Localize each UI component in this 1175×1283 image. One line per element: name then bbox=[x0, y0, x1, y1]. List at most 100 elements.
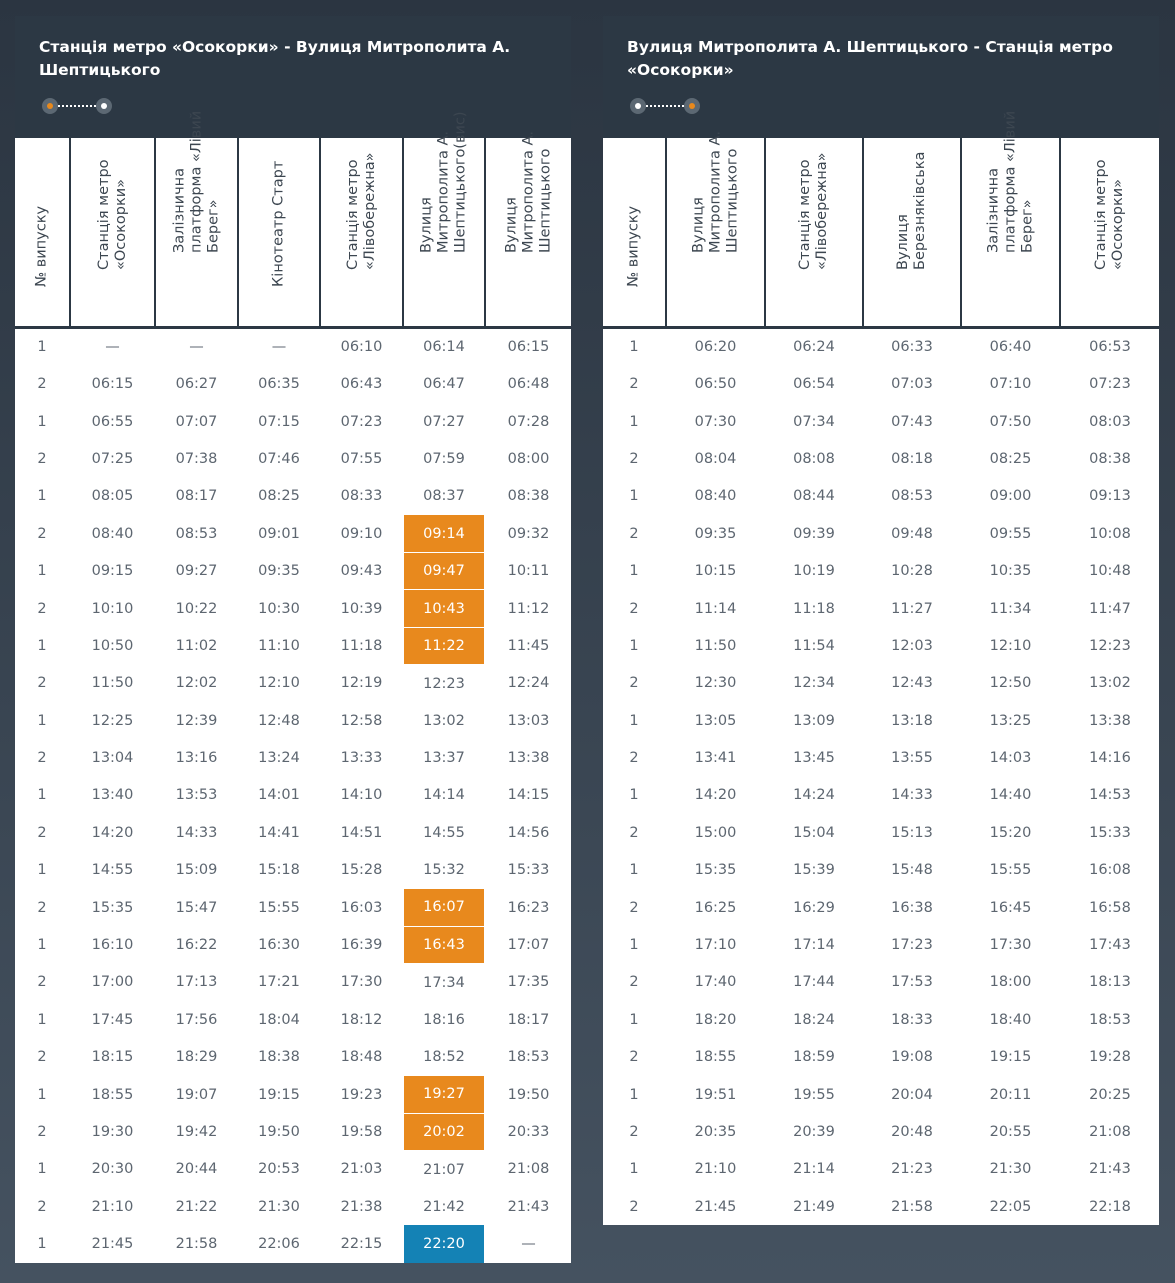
table-row: 1 13:40 13:53 14:01 14:10 14:14 14:15 bbox=[15, 776, 571, 815]
table-row: 2 17:00 17:13 17:21 17:30 17:34 17:35 bbox=[15, 963, 571, 1002]
time-cell: 20:04 bbox=[863, 1075, 962, 1114]
time-cell: 17:00 bbox=[70, 963, 156, 1002]
table-row: 2 08:04 08:08 08:18 08:25 08:38 bbox=[603, 440, 1159, 478]
time-cell: 12:03 bbox=[863, 627, 962, 665]
release-number-cell: 1 bbox=[603, 851, 667, 889]
time-cell: 08:00 bbox=[507, 450, 550, 467]
time-cell: 12:10 bbox=[961, 627, 1061, 665]
time-cell: 13:04 bbox=[70, 739, 156, 777]
column-header-label: Вулиця Митрополита А. Шептицького bbox=[690, 131, 740, 253]
time-cell: 18:16 bbox=[403, 1001, 486, 1039]
time-cell: 16:25 bbox=[666, 888, 766, 927]
release-number-cell: 1 bbox=[15, 402, 71, 441]
release-number-cell: 2 bbox=[15, 739, 71, 777]
time-cell: 13:37 bbox=[403, 739, 486, 777]
time-cell: 21:10 bbox=[666, 1150, 766, 1189]
time-cell: 21:43 bbox=[1089, 1161, 1131, 1178]
time-cell: 11:50 bbox=[666, 627, 766, 665]
time-cell: 20:25 bbox=[1089, 1086, 1131, 1103]
time-cell: 09:47 bbox=[403, 552, 486, 591]
column-header-label: Станція метро «Осокорки» bbox=[95, 159, 129, 270]
time-cell: 21:22 bbox=[155, 1188, 239, 1226]
time-cell: — bbox=[521, 1236, 536, 1253]
time-cell: 08:18 bbox=[863, 440, 962, 478]
time-cell: 20:53 bbox=[238, 1150, 321, 1189]
release-number-cell: 2 bbox=[15, 365, 71, 403]
table-row: 1 21:45 21:58 22:06 22:15 22:20 — bbox=[15, 1225, 571, 1263]
time-cell: 06:33 bbox=[863, 327, 962, 366]
release-number-cell: 2 bbox=[15, 888, 71, 927]
time-cell: 14:10 bbox=[320, 776, 404, 815]
time-cell: 10:43 bbox=[403, 589, 486, 628]
time-cell: 17:44 bbox=[765, 963, 864, 1002]
panel-header: Станція метро «Осокорки» - Вулиця Митроп… bbox=[15, 16, 571, 138]
release-number-cell: 2 bbox=[603, 1113, 667, 1151]
release-number-cell: 1 bbox=[15, 1001, 71, 1039]
time-cell: 17:10 bbox=[666, 926, 766, 964]
release-number-cell: 1 bbox=[15, 627, 71, 665]
column-header-label: Залізнична платформа «Лівий Берег» bbox=[985, 110, 1035, 253]
release-number-cell: 1 bbox=[603, 627, 667, 665]
time-cell: 07:23 bbox=[320, 402, 404, 441]
route-title: Станція метро «Осокорки» - Вулиця Митроп… bbox=[39, 38, 511, 79]
table-row: 1— — —06:10 06:14 06:15 bbox=[15, 327, 571, 366]
time-cell: 15:18 bbox=[238, 851, 321, 889]
time-cell: 19:50 bbox=[507, 1086, 550, 1103]
route-dotted-line bbox=[646, 105, 684, 107]
release-number-cell: 1 bbox=[603, 776, 667, 815]
time-cell: 14:51 bbox=[320, 814, 404, 852]
time-cell: 18:17 bbox=[507, 1011, 550, 1028]
time-cell: 14:33 bbox=[155, 814, 239, 852]
time-cell: 13:03 bbox=[507, 712, 550, 729]
time-cell: 17:45 bbox=[70, 1001, 156, 1039]
time-cell: 11:54 bbox=[765, 627, 864, 665]
table-row: 1 15:35 15:39 15:48 15:55 16:08 bbox=[603, 851, 1159, 889]
time-cell: 17:13 bbox=[155, 963, 239, 1002]
release-number-cell: 2 bbox=[603, 515, 667, 553]
time-cell: 08:37 bbox=[403, 477, 486, 516]
time-cell: 19:51 bbox=[666, 1075, 766, 1114]
time-cell: 17:23 bbox=[863, 926, 962, 964]
time-cell: 17:34 bbox=[403, 963, 486, 1002]
time-cell: 10:10 bbox=[70, 589, 156, 628]
time-cell: 18:04 bbox=[238, 1001, 321, 1039]
time-cell: 07:43 bbox=[863, 402, 962, 441]
table-row: 2 11:50 12:02 12:10 12:19 12:23 12:24 bbox=[15, 664, 571, 703]
release-number-cell: 1 bbox=[603, 477, 667, 516]
time-cell: 10:28 bbox=[863, 552, 962, 590]
route-start-dot-icon bbox=[630, 98, 646, 114]
table-row: 2 18:15 18:29 18:38 18:48 18:52 18:53 bbox=[15, 1038, 571, 1076]
time-cell: 21:23 bbox=[863, 1150, 962, 1189]
time-cell: 14:24 bbox=[765, 776, 864, 815]
column-header: Станція метро «Лівобережна» bbox=[320, 138, 404, 328]
time-cell: 10:11 bbox=[507, 563, 550, 580]
time-cell: 14:20 bbox=[666, 776, 766, 815]
time-cell: 14:55 bbox=[70, 851, 156, 889]
time-cell: 08:53 bbox=[863, 477, 962, 516]
time-cell: 06:10 bbox=[320, 327, 404, 366]
time-cell: 14:33 bbox=[863, 776, 962, 815]
time-cell: 11:18 bbox=[320, 627, 404, 665]
time-cell: 08:08 bbox=[765, 440, 864, 478]
release-number-cell: 2 bbox=[603, 1038, 667, 1076]
release-number-cell: 1 bbox=[603, 702, 667, 740]
time-cell: 06:50 bbox=[666, 365, 766, 403]
release-number-cell: 2 bbox=[603, 589, 667, 628]
table-row: 2 08:40 08:53 09:01 09:10 09:14 09:32 bbox=[15, 515, 571, 553]
time-cell: 17:30 bbox=[320, 963, 404, 1002]
timetable-header-row: № випуску Вулиця Митрополита А. Шептицько… bbox=[603, 111, 1159, 328]
time-cell: 17:30 bbox=[961, 926, 1061, 964]
time-cell: 18:55 bbox=[70, 1075, 156, 1114]
table-row: 2 15:35 15:47 15:55 16:03 16:07 16:23 bbox=[15, 888, 571, 927]
time-cell: 21:45 bbox=[666, 1188, 766, 1226]
time-cell: 15:33 bbox=[507, 862, 550, 879]
time-cell: 07:15 bbox=[238, 402, 321, 441]
column-header-label: № випуску bbox=[33, 205, 50, 287]
time-cell: 15:55 bbox=[961, 851, 1061, 889]
time-cell: 06:40 bbox=[961, 327, 1061, 366]
time-cell: 08:04 bbox=[666, 440, 766, 478]
time-cell: 15:48 bbox=[863, 851, 962, 889]
time-cell: 20:48 bbox=[863, 1113, 962, 1151]
time-cell: 10:15 bbox=[666, 552, 766, 590]
table-row: 2 11:14 11:18 11:27 11:34 11:47 bbox=[603, 589, 1159, 628]
